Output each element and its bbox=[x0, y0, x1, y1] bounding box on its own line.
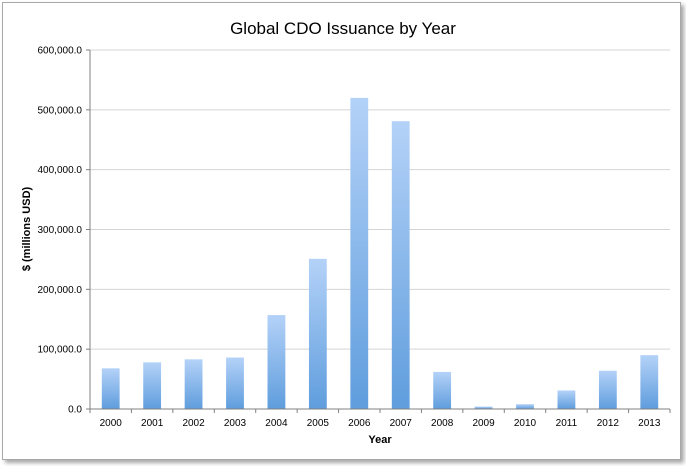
chart-title: Global CDO Issuance by Year bbox=[230, 19, 456, 38]
bar-2006 bbox=[350, 97, 369, 409]
bar-2013 bbox=[640, 355, 659, 409]
x-tick-label: 2009 bbox=[472, 418, 495, 429]
bar-2004 bbox=[267, 315, 286, 409]
x-tick-label: 2005 bbox=[307, 418, 330, 429]
bar-2012 bbox=[598, 370, 617, 409]
bar-2003 bbox=[226, 357, 244, 409]
x-tick-label: 2000 bbox=[100, 418, 123, 429]
x-tick-label: 2008 bbox=[431, 418, 454, 429]
x-tick-label: 2011 bbox=[556, 418, 578, 429]
x-axis-label: Year bbox=[368, 434, 392, 446]
gridlines bbox=[90, 49, 670, 350]
x-tick-label: 2013 bbox=[638, 418, 661, 429]
x-tick-label: 2006 bbox=[348, 418, 371, 429]
bars bbox=[101, 97, 659, 410]
x-axis-ticks: 2000 2001 2002 2003 2004 2005 2006 2007 2008 2009… bbox=[89, 409, 671, 429]
bar-2007 bbox=[391, 121, 410, 410]
y-tick-label: 100,000.0 bbox=[38, 345, 83, 356]
x-tick-label: 2001 bbox=[141, 418, 164, 429]
bar-2011 bbox=[557, 390, 576, 409]
bar-2005 bbox=[308, 258, 327, 409]
y-axis-label: $ (millions USD) bbox=[21, 186, 33, 271]
y-tick-label: 400,000.0 bbox=[38, 165, 83, 176]
x-tick-label: 2004 bbox=[265, 418, 288, 429]
y-tick-label: 600,000.0 bbox=[38, 46, 83, 57]
x-tick-label: 2007 bbox=[390, 418, 413, 429]
x-tick-label: 2003 bbox=[224, 418, 247, 429]
y-tick-label: 0.0 bbox=[68, 405, 82, 416]
y-tick-label: 300,000.0 bbox=[38, 225, 83, 236]
x-tick-label: 2002 bbox=[182, 418, 205, 429]
x-tick-label: 2012 bbox=[597, 418, 620, 429]
bar-2009 bbox=[474, 406, 493, 409]
x-tick-label: 2010 bbox=[514, 418, 537, 429]
bar-2010 bbox=[516, 404, 534, 409]
y-tick-label: 500,000.0 bbox=[38, 105, 83, 116]
bar-2002 bbox=[184, 359, 203, 409]
y-tick-label: 200,000.0 bbox=[38, 285, 83, 296]
y-axis-ticks: 0.0 100,000.0 200,000.0 300,000.0 400,000.0 5… bbox=[38, 46, 90, 416]
bar-2000 bbox=[101, 368, 120, 409]
bar-2001 bbox=[143, 362, 162, 409]
bar-2008 bbox=[433, 371, 452, 409]
